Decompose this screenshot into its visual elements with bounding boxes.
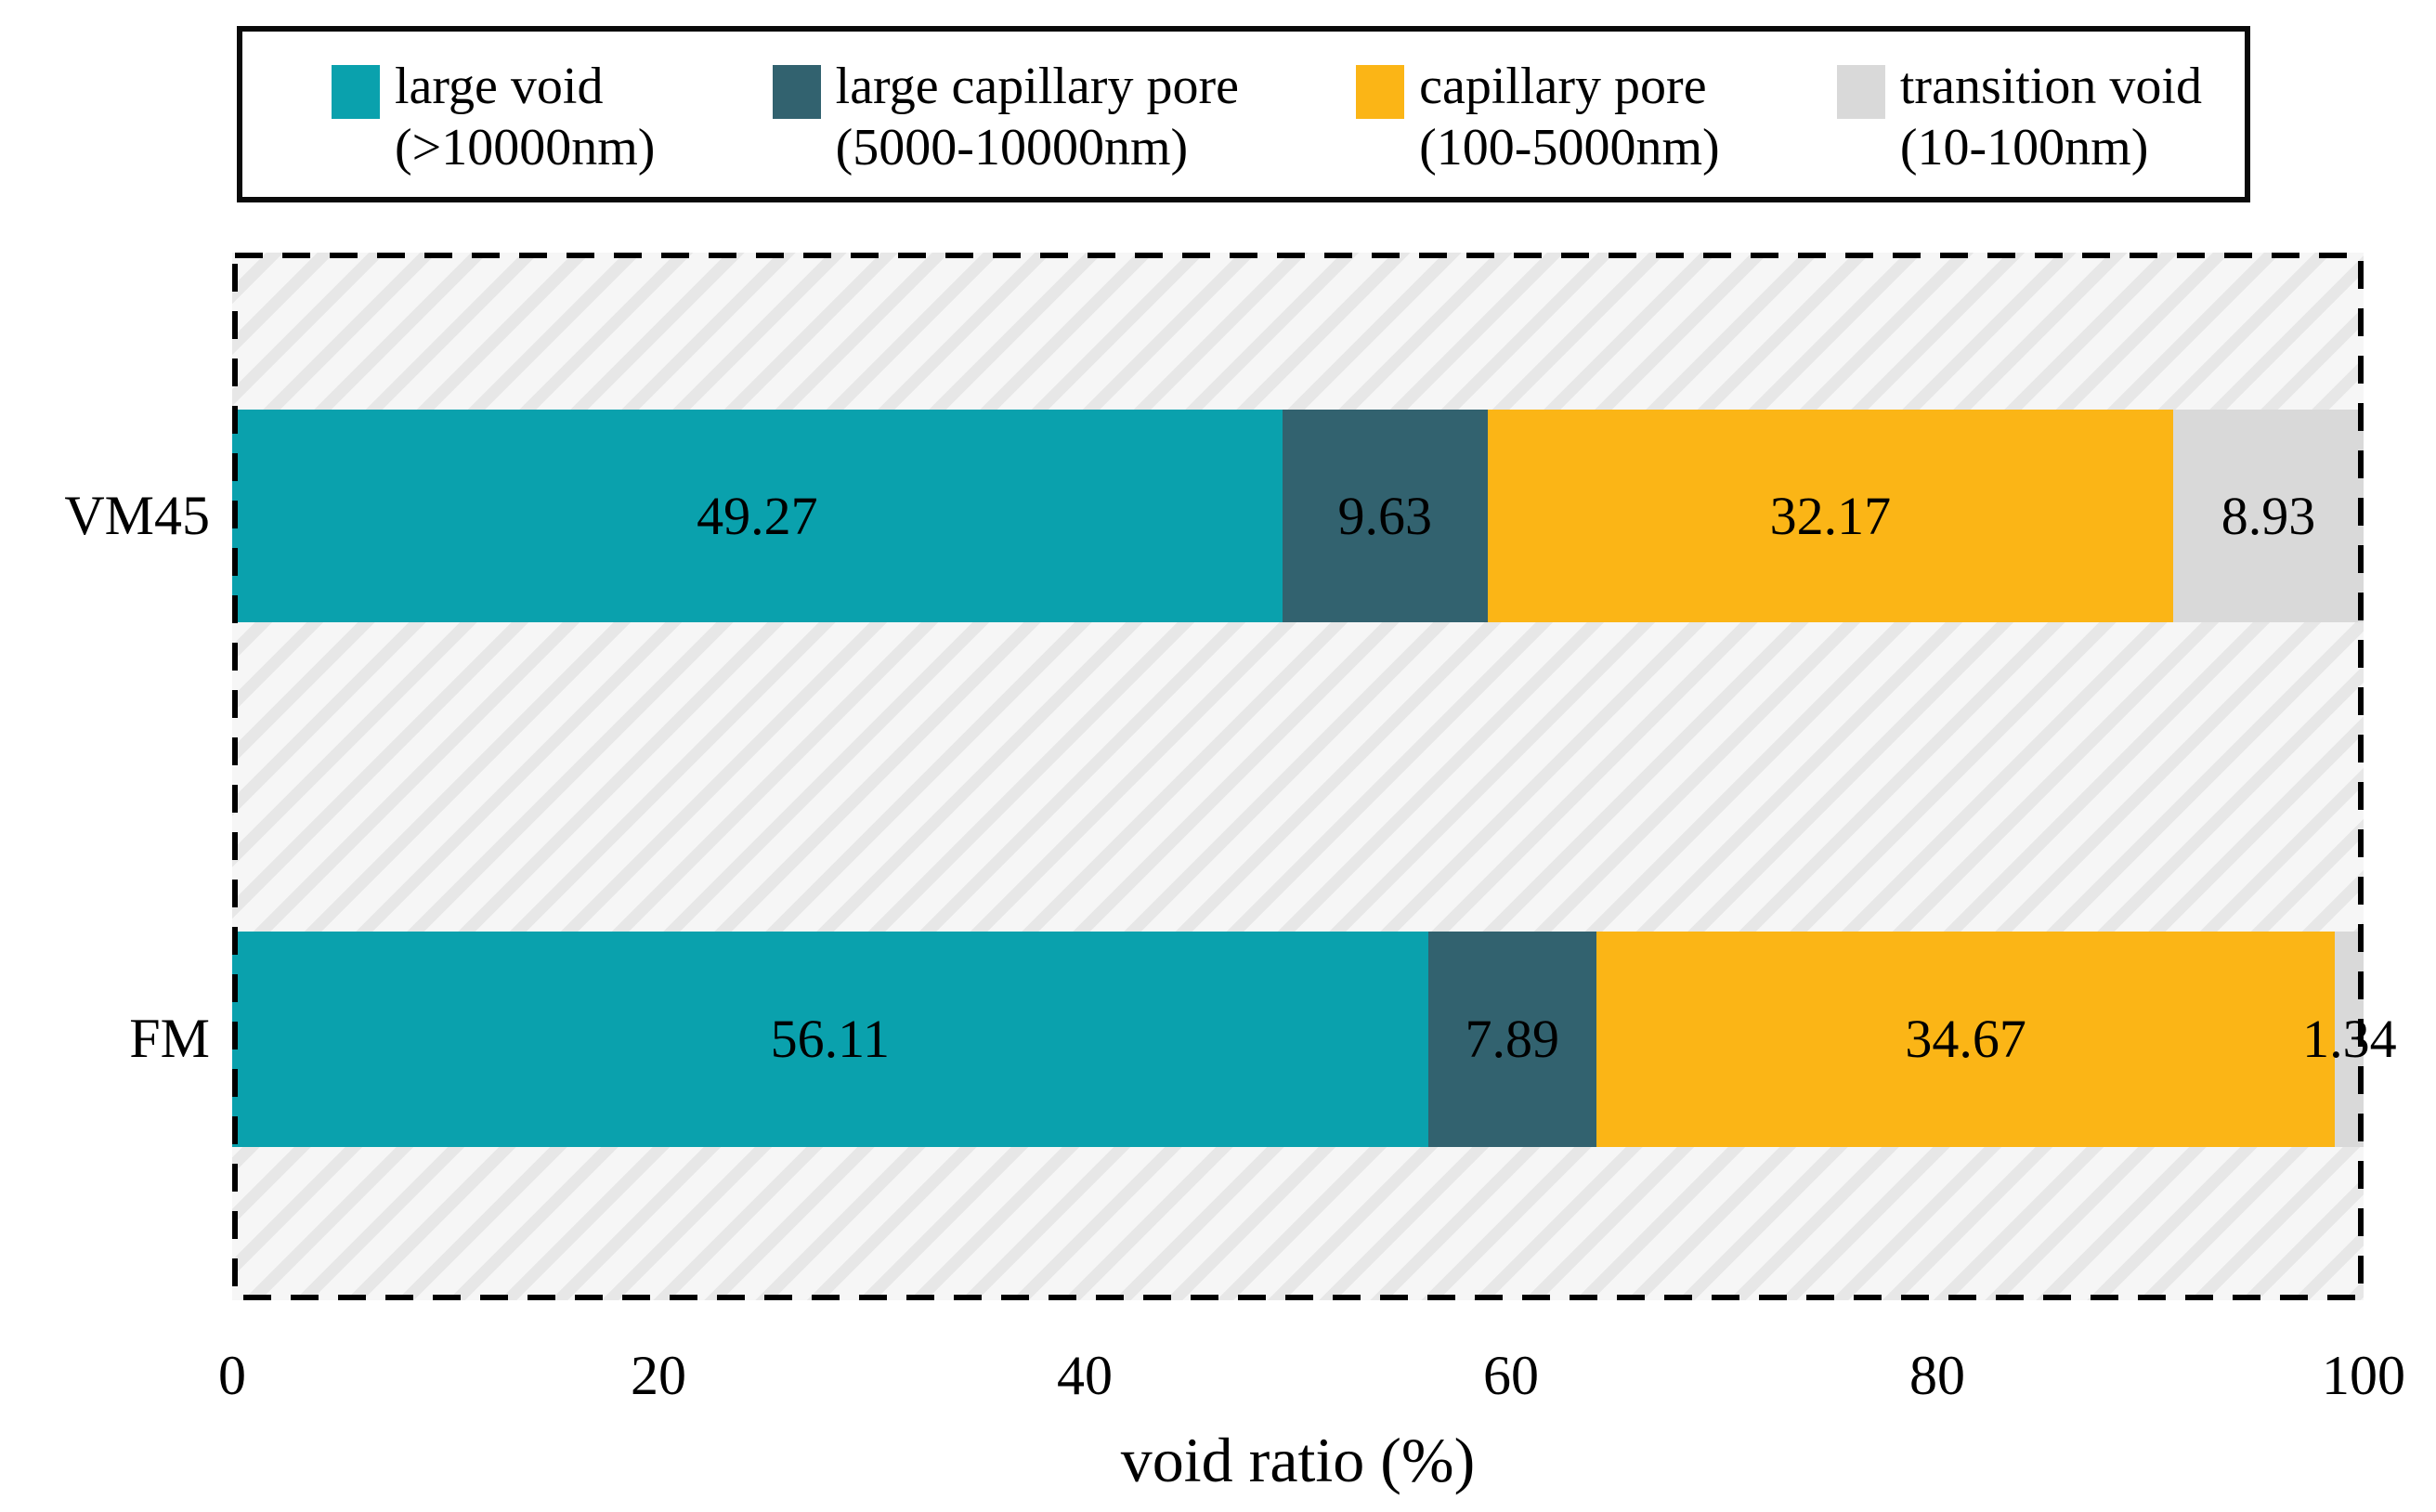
segment-value-label: 8.93 xyxy=(2221,485,2316,546)
segment-value-label: 9.63 xyxy=(1337,485,1432,546)
legend-item-3: transition void (10-100nm) xyxy=(1836,56,2202,178)
legend: large void (>10000nm) large capillary pore… xyxy=(237,26,2250,202)
bar-segment: 32.17 xyxy=(1487,409,2174,622)
segment-value-label: 34.67 xyxy=(1905,1009,2026,1070)
legend-series-range: (100-5000nm) xyxy=(1419,119,1720,176)
x-tick-label: 80 xyxy=(1909,1345,1965,1406)
legend-item-0: large void (>10000nm) xyxy=(332,56,655,178)
bar-segment: 8.93 xyxy=(2173,409,2364,622)
legend-series-name: large void xyxy=(395,58,604,115)
plot-area: 49.27 9.63 32.17 8.93 56.11 7.89 34.67 1.34 xyxy=(232,253,2397,1300)
x-tick-label: 0 xyxy=(218,1345,246,1406)
legend-series-name: large capillary pore xyxy=(835,58,1239,115)
x-axis-ticks: 0 20 40 60 80 100 xyxy=(218,1344,2405,1418)
x-tick-label: 60 xyxy=(1483,1345,1539,1406)
legend-swatch-icon xyxy=(1836,65,1885,119)
segment-value-label: 49.27 xyxy=(697,485,818,546)
legend-series-name: capillary pore xyxy=(1419,58,1707,115)
x-tick-label: 40 xyxy=(1057,1345,1113,1406)
bar-segment: 9.63 xyxy=(1282,409,1488,622)
segment-value-label: 1.34 xyxy=(2302,1009,2397,1070)
legend-series-name: transition void xyxy=(1899,58,2202,115)
legend-series-range: (5000-10000nm) xyxy=(835,119,1189,176)
segment-value-label: 32.17 xyxy=(1769,485,1892,546)
x-tick-label: 100 xyxy=(2322,1345,2405,1406)
legend-swatch-icon xyxy=(332,65,380,119)
legend-swatch-icon xyxy=(772,65,821,119)
segment-value-label: 7.89 xyxy=(1465,1009,1560,1070)
legend-swatch-icon xyxy=(1356,65,1405,119)
x-tick-label: 20 xyxy=(631,1345,686,1406)
legend-item-1: large capillary pore (5000-10000nm) xyxy=(772,56,1239,178)
stacked-bar-VM45: 49.27 9.63 32.17 8.93 xyxy=(232,409,2364,622)
bar-segment: 49.27 xyxy=(232,409,1283,622)
segment-value-label: 56.11 xyxy=(770,1009,891,1070)
stacked-bar-FM: 56.11 7.89 34.67 1.34 xyxy=(232,931,2397,1147)
bar-segment: 34.67 xyxy=(1596,931,2336,1147)
bar-segment: 7.89 xyxy=(1427,931,1596,1147)
bar-segment: 1.34 xyxy=(2302,931,2397,1147)
category-label-VM45: VM45 xyxy=(64,484,210,546)
x-axis-title: void ratio (%) xyxy=(1120,1425,1476,1495)
legend-item-2: capillary pore (100-5000nm) xyxy=(1356,56,1720,178)
legend-series-range: (10-100nm) xyxy=(1899,119,2149,176)
legend-series-range: (>10000nm) xyxy=(395,119,656,176)
bar-segment: 56.11 xyxy=(232,931,1428,1147)
category-label-FM: FM xyxy=(129,1008,210,1070)
